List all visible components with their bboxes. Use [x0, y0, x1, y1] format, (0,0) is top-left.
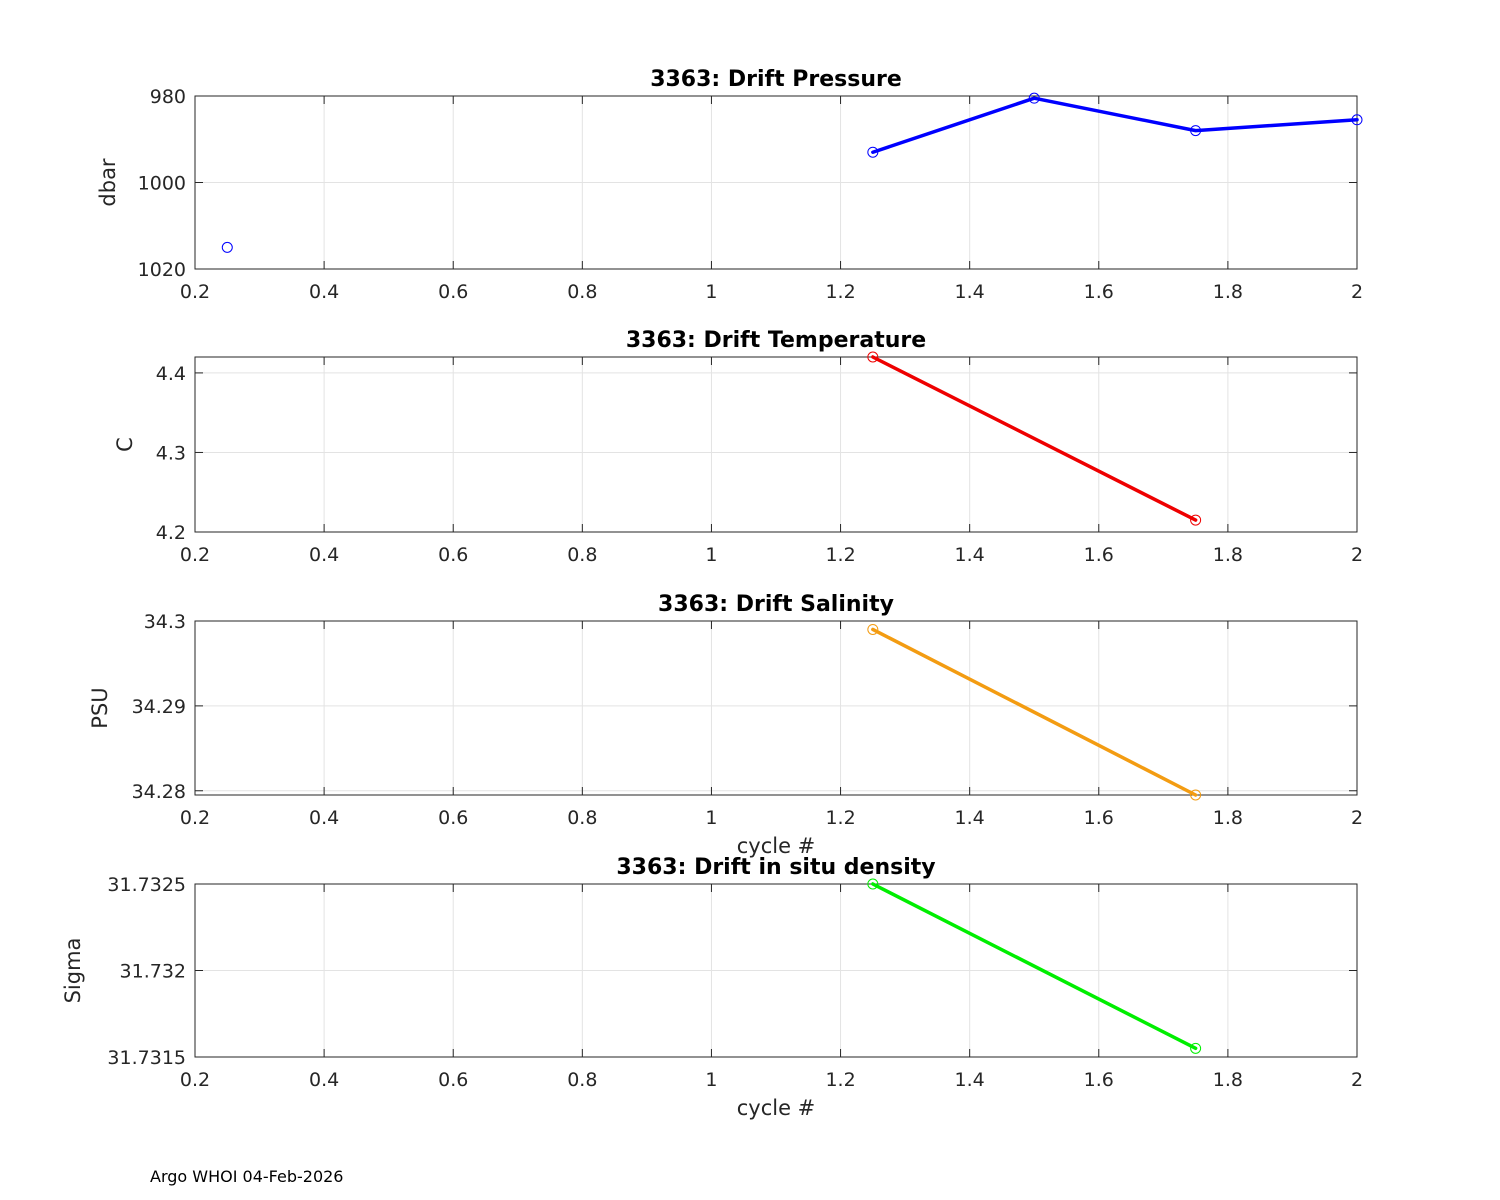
series-line [871, 355, 1198, 522]
data-point [1351, 114, 1363, 126]
y-tick-label: 4.2 [156, 522, 186, 544]
x-tick-label: 1.6 [1084, 544, 1114, 566]
x-tick-label: 0.4 [309, 1069, 339, 1091]
data-point [867, 146, 879, 158]
plot-area [195, 621, 1357, 795]
x-tick-label: 2 [1351, 281, 1363, 303]
x-tick-label: 0.4 [309, 544, 339, 566]
data-point [1190, 789, 1202, 801]
y-tick-label: 1000 [138, 173, 186, 195]
x-tick-label: 1.2 [825, 807, 855, 829]
x-tick-label: 1 [705, 281, 717, 303]
x-axis-label: cycle # [737, 834, 816, 858]
x-tick-label: 0.2 [180, 544, 210, 566]
y-tick-label: 1020 [138, 259, 186, 281]
x-tick-label: 1.8 [1213, 544, 1243, 566]
plot-title: 3363: Drift Pressure [650, 67, 902, 92]
footer-credit: Argo WHOI 04-Feb-2026 [150, 1167, 343, 1186]
x-tick-label: 0.6 [438, 281, 468, 303]
data-point [221, 241, 233, 253]
y-tick-label: 34.3 [144, 611, 186, 633]
axes-box [194, 883, 1358, 1058]
x-tick-label: 1.6 [1084, 807, 1114, 829]
subplot-3: 0.2 0.4 0.6 0.8 1 1.2 1.4 1.6 1.8 2 34.28 34.29 34.3… [88, 592, 1363, 858]
series-line [871, 627, 1198, 797]
x-tick-label: 1.6 [1084, 1069, 1114, 1091]
y-tick-label: 34.28 [132, 781, 186, 803]
x-tick-label: 0.8 [567, 807, 597, 829]
x-tick-label: 0.6 [438, 544, 468, 566]
y-tick-label: 31.7325 [107, 874, 186, 896]
x-tick-label: 1.4 [955, 544, 985, 566]
x-tick-label: 1 [705, 807, 717, 829]
y-axis-label: Sigma [61, 938, 85, 1004]
plot-area [195, 357, 1357, 532]
x-tick-label: 2 [1351, 544, 1363, 566]
subplot-1: 0.2 0.4 0.6 0.8 1 1.2 1.4 1.6 1.8 2 980 1000 1020 336… [96, 67, 1363, 303]
data-point [867, 878, 879, 890]
x-tick-label: 1.8 [1213, 807, 1243, 829]
data-point [1028, 92, 1040, 104]
plot-title: 3363: Drift in situ density [616, 855, 935, 880]
y-tick-label: 4.3 [156, 442, 186, 464]
x-tick-label: 2 [1351, 1069, 1363, 1091]
data-point [1190, 1042, 1202, 1054]
x-tick-label: 0.8 [567, 544, 597, 566]
x-tick-label: 1.2 [825, 1069, 855, 1091]
data-point [1190, 514, 1202, 526]
x-tick-label: 0.2 [180, 281, 210, 303]
x-tick-label: 1.4 [955, 281, 985, 303]
y-tick-label: 31.7315 [107, 1047, 186, 1069]
axes-box [194, 95, 1358, 270]
series-line [871, 96, 1359, 154]
x-tick-label: 0.8 [567, 281, 597, 303]
subplot-2: 0.2 0.4 0.6 0.8 1 1.2 1.4 1.6 1.8 2 4.2 4.3 4.4 3363:… [113, 328, 1363, 566]
data-point [1190, 125, 1202, 137]
x-tick-label: 0.4 [309, 807, 339, 829]
x-axis-label: cycle # [737, 1096, 816, 1120]
x-tick-label: 0.4 [309, 281, 339, 303]
x-tick-label: 1.4 [955, 1069, 985, 1091]
x-tick-label: 1.8 [1213, 1069, 1243, 1091]
x-tick-label: 2 [1351, 807, 1363, 829]
subplot-4: 0.2 0.4 0.6 0.8 1 1.2 1.4 1.6 1.8 2 31.7315 31.732 3… [61, 855, 1363, 1120]
axes-box [194, 356, 1358, 533]
x-tick-label: 1 [705, 544, 717, 566]
x-tick-label: 0.8 [567, 1069, 597, 1091]
y-axis-label: PSU [88, 687, 112, 728]
y-axis-label: C [113, 437, 137, 452]
x-tick-label: 0.2 [180, 807, 210, 829]
y-tick-label: 31.732 [120, 961, 186, 983]
x-tick-label: 0.6 [438, 807, 468, 829]
x-tick-label: 1.2 [825, 281, 855, 303]
axes-box [194, 620, 1358, 796]
x-tick-label: 0.6 [438, 1069, 468, 1091]
y-tick-label: 980 [150, 86, 186, 108]
plot-title: 3363: Drift Salinity [658, 592, 894, 617]
x-tick-label: 0.2 [180, 1069, 210, 1091]
series-line [871, 882, 1198, 1051]
x-tick-label: 1.4 [955, 807, 985, 829]
subplots: 0.2 0.4 0.6 0.8 1 1.2 1.4 1.6 1.8 2 980 1000 1020 336… [61, 67, 1363, 1120]
y-tick-label: 4.4 [156, 363, 186, 385]
y-tick-label: 34.29 [132, 696, 186, 718]
y-axis-label: dbar [96, 158, 120, 207]
x-tick-label: 1 [705, 1069, 717, 1091]
data-point [867, 351, 879, 363]
plot-title: 3363: Drift Temperature [626, 328, 926, 353]
data-point [867, 623, 879, 635]
x-tick-label: 1.2 [825, 544, 855, 566]
x-tick-label: 1.6 [1084, 281, 1114, 303]
x-tick-label: 1.8 [1213, 281, 1243, 303]
